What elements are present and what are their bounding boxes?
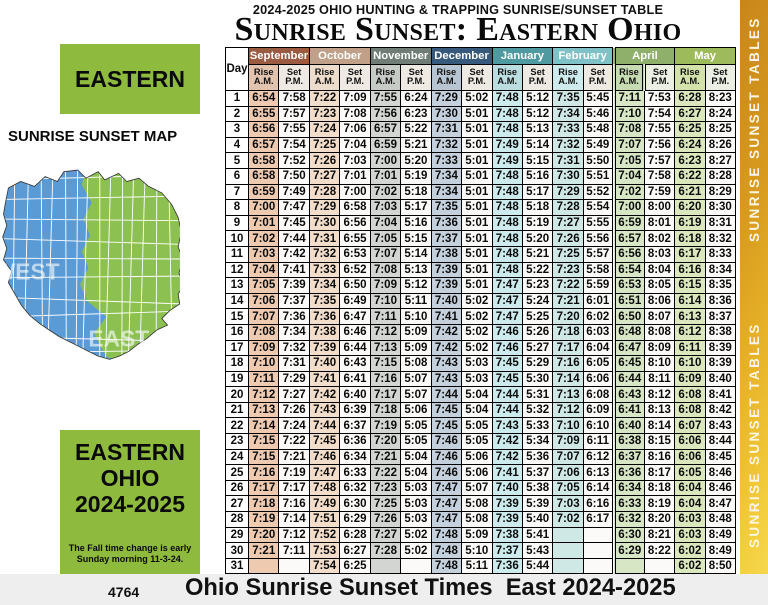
svg-text:WEST: WEST <box>0 258 60 284</box>
svg-text:EAST: EAST <box>88 325 149 351</box>
